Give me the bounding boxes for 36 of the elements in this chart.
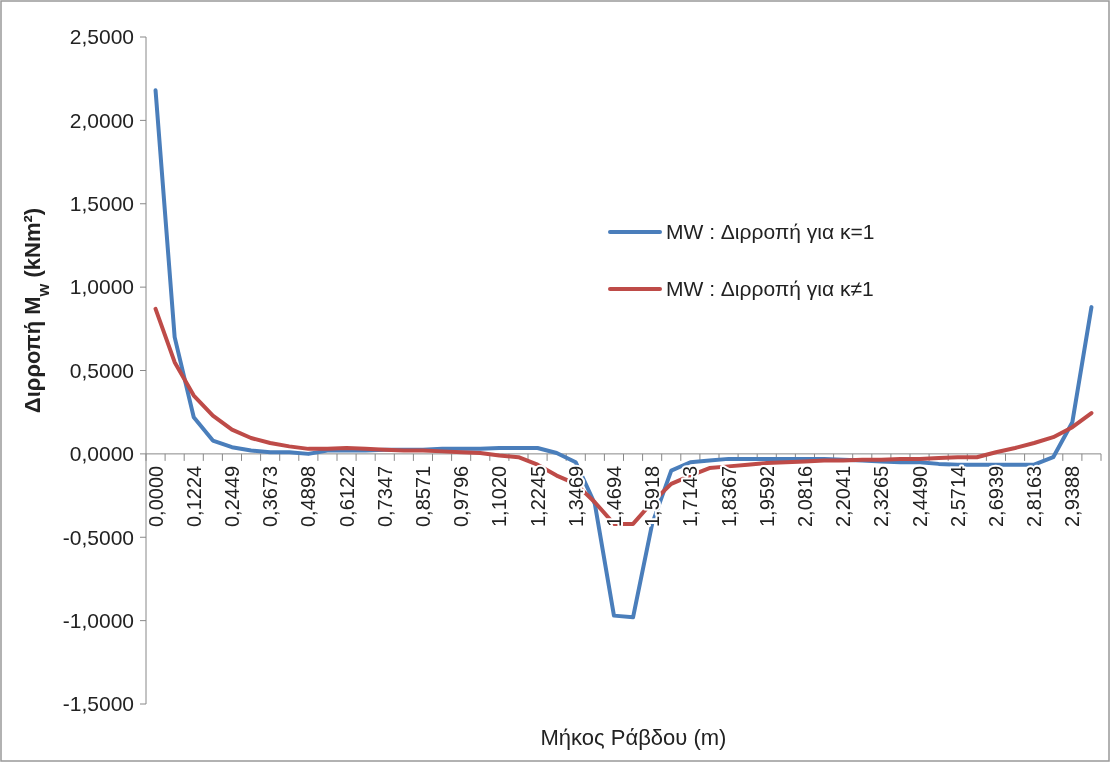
x-tick-label: 1,2245 xyxy=(526,465,549,528)
y-tick-label: 2,5000 xyxy=(69,25,134,49)
x-tick-label: 1,8367 xyxy=(717,465,740,528)
x-tick-label: 1,3469 xyxy=(564,465,587,528)
x-axis-title: Μήκος Ράβδου (m) xyxy=(540,725,727,750)
x-tick-label: 0,3673 xyxy=(259,465,282,528)
y-tick-label: -1,0000 xyxy=(62,608,134,632)
x-tick-label: 0,1224 xyxy=(182,465,205,528)
x-tick-label: 0,7347 xyxy=(373,465,396,528)
x-tick-label: 2,9388 xyxy=(1061,465,1084,528)
x-tick-label: 1,5918 xyxy=(641,465,664,528)
x-tick-label: 2,3265 xyxy=(870,465,893,528)
y-tick-label: 0,5000 xyxy=(69,358,134,382)
x-tick-label: 0,2449 xyxy=(220,465,243,528)
x-tick-label: 2,0816 xyxy=(793,465,816,528)
x-tick-label: 2,4490 xyxy=(908,465,931,528)
x-tick-label: 1,1020 xyxy=(488,465,511,528)
y-tick-label: 1,0000 xyxy=(69,275,134,299)
x-tick-label: 0,9796 xyxy=(450,465,473,528)
legend-label: MW : Διρροπή για κ≠1 xyxy=(666,277,874,301)
x-tick-label: 0,6122 xyxy=(335,465,358,528)
x-tick-label: 0,4898 xyxy=(297,465,320,528)
x-tick-label: 1,4694 xyxy=(602,465,625,528)
y-tick-label: -0,5000 xyxy=(62,525,134,549)
x-tick-label: 2,8163 xyxy=(1023,465,1046,528)
x-tick-label: 1,9592 xyxy=(755,465,778,528)
x-tick-label: 2,2041 xyxy=(832,465,855,528)
x-tick-label: 0,8571 xyxy=(411,465,434,528)
x-tick-label: 2,5714 xyxy=(946,465,969,528)
x-tick-label: 1,7143 xyxy=(679,465,702,528)
y-tick-label: -1,5000 xyxy=(62,692,134,716)
x-tick-label: 2,6939 xyxy=(984,465,1007,528)
y-tick-label: 0,0000 xyxy=(69,442,134,466)
y-tick-label: 1,5000 xyxy=(69,192,134,216)
y-tick-label: 2,0000 xyxy=(69,108,134,132)
legend-label: MW : Διρροπή για κ=1 xyxy=(666,220,875,244)
